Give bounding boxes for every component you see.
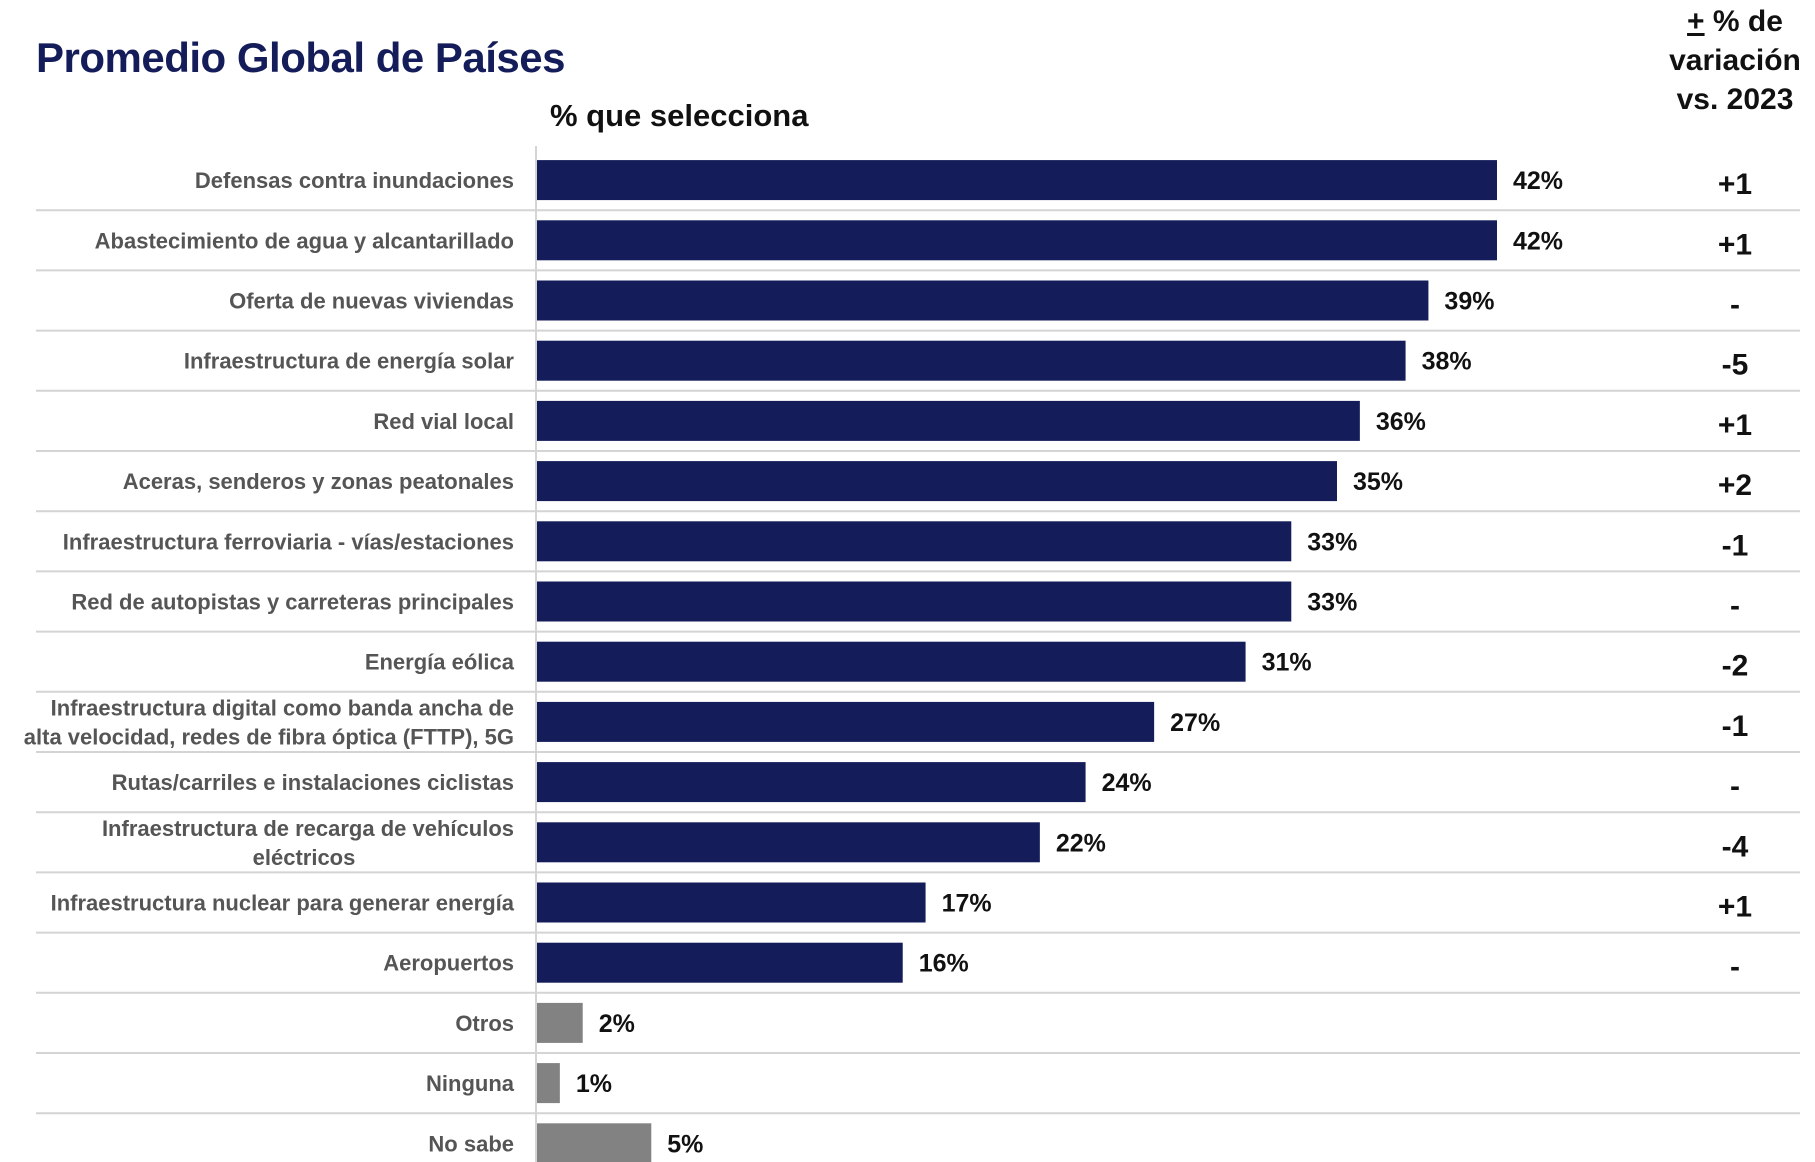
- variation-value: -: [1730, 289, 1740, 322]
- category-label: Oferta de nuevas viviendas: [229, 289, 514, 314]
- category-label: Rutas/carriles e instalaciones ciclistas: [112, 770, 514, 795]
- variation-value: +1: [1718, 168, 1752, 201]
- bar: [537, 461, 1337, 502]
- value-label: 5%: [667, 1130, 703, 1158]
- category-label: Defensas contra inundaciones: [195, 168, 514, 193]
- bar: [537, 340, 1406, 381]
- category-label: Abastecimiento de agua y alcantarillado: [95, 228, 514, 253]
- category-label: Infraestructura digital como banda ancha…: [51, 695, 514, 720]
- category-label: Infraestructura ferroviaria - vías/estac…: [63, 529, 514, 554]
- variation-value: +2: [1718, 469, 1752, 502]
- value-label: 17%: [942, 890, 992, 918]
- variation-value: +1: [1718, 409, 1752, 442]
- category-label: Otros: [455, 1011, 514, 1036]
- variation-value: -5: [1722, 349, 1749, 382]
- category-label: No sabe: [428, 1131, 514, 1156]
- value-label: 33%: [1307, 589, 1357, 617]
- value-label: 16%: [919, 950, 969, 978]
- bar: [537, 160, 1497, 201]
- variation-header-line3: vs. 2023: [1676, 83, 1794, 116]
- bar: [537, 762, 1086, 803]
- value-label: 39%: [1444, 288, 1494, 316]
- value-label: 35%: [1353, 468, 1403, 496]
- category-label: alta velocidad, redes de fibra óptica (F…: [24, 724, 514, 749]
- value-label: 31%: [1262, 649, 1312, 677]
- value-label: 1%: [576, 1070, 612, 1098]
- chart-subtitle: % que selecciona: [550, 98, 809, 133]
- variation-value: -4: [1722, 830, 1749, 863]
- variation-value: -: [1730, 770, 1740, 803]
- category-label: Infraestructura de energía solar: [184, 349, 515, 374]
- variation-value: -1: [1722, 710, 1749, 743]
- category-label: Energía eólica: [365, 650, 515, 675]
- variation-value: +1: [1718, 228, 1752, 261]
- bar: [537, 1123, 652, 1162]
- category-label: Infraestructura de recarga de vehículos: [102, 816, 514, 841]
- variation-header-symbol: +: [1687, 5, 1705, 38]
- category-label: Red de autopistas y carreteras principal…: [71, 590, 514, 615]
- bar: [537, 822, 1040, 863]
- value-label: 36%: [1376, 408, 1426, 436]
- category-label: Infraestructura nuclear para generar ene…: [51, 891, 515, 916]
- value-label: 24%: [1102, 769, 1152, 797]
- bar: [537, 641, 1246, 682]
- bar: [537, 220, 1497, 261]
- bar: [537, 942, 903, 983]
- variation-header: + % de variación vs. 2023: [1650, 2, 1815, 119]
- variation-value: +1: [1718, 891, 1752, 924]
- value-label: 42%: [1513, 227, 1563, 255]
- category-label: Aceras, senderos y zonas peatonales: [123, 469, 514, 494]
- variation-header-line2: variación: [1669, 44, 1801, 77]
- category-label: Red vial local: [373, 409, 514, 434]
- value-label: 42%: [1513, 167, 1563, 195]
- bar: [537, 882, 926, 923]
- value-label: 38%: [1422, 348, 1472, 376]
- bar: [537, 280, 1429, 321]
- bar: [537, 701, 1155, 742]
- bar: [537, 521, 1292, 562]
- category-label: Aeropuertos: [383, 951, 514, 976]
- variation-value: -: [1730, 951, 1740, 984]
- value-label: 2%: [599, 1010, 635, 1038]
- bar: [537, 1002, 583, 1043]
- value-label: 27%: [1170, 709, 1220, 737]
- category-label: eléctricos: [253, 845, 356, 870]
- chart-title: Promedio Global de Países: [36, 34, 566, 81]
- value-label: 33%: [1307, 528, 1357, 556]
- variation-value: -2: [1722, 650, 1749, 683]
- bar: [537, 1063, 560, 1104]
- bar: [537, 581, 1292, 622]
- value-label: 22%: [1056, 829, 1106, 857]
- variation-header-line1: % de: [1704, 5, 1783, 38]
- variation-value: -1: [1722, 529, 1749, 562]
- variation-value: -: [1730, 590, 1740, 623]
- category-label: Ninguna: [426, 1071, 515, 1096]
- bar: [537, 400, 1360, 441]
